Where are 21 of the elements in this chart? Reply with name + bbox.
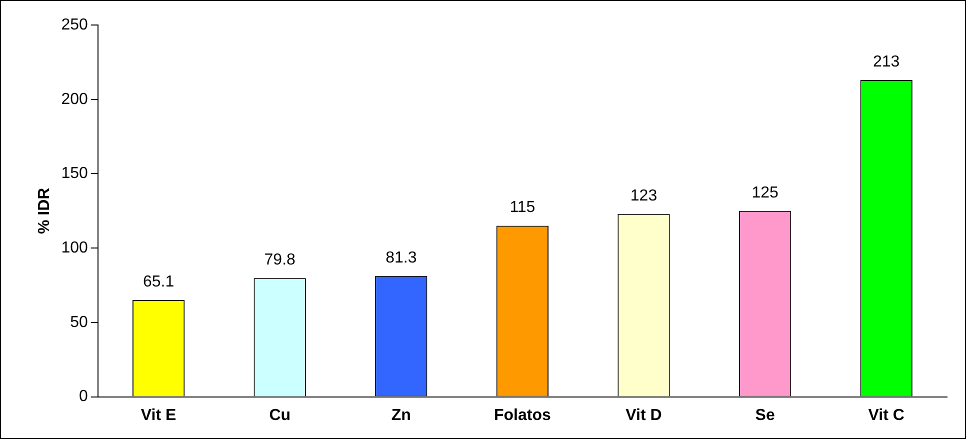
x-tick-label: Cu [269, 406, 291, 424]
x-tick-label: Zn [391, 406, 411, 424]
x-tick-label: Se [755, 406, 775, 424]
data-label: 115 [510, 199, 536, 216]
y-tick-label: 200 [61, 90, 88, 108]
y-tick-label: 0 [78, 388, 88, 406]
data-label: 125 [752, 184, 778, 202]
y-tick-label: 100 [61, 239, 88, 256]
y-tick-label: 150 [61, 165, 88, 182]
y-tick-label: 50 [70, 314, 88, 331]
x-tick-label: Vit C [868, 406, 905, 424]
data-label: 123 [630, 187, 658, 204]
x-tick-label: Folatos [494, 406, 551, 424]
data-label: 81.3 [386, 249, 417, 266]
data-label: 65.1 [142, 273, 174, 290]
data-label: 79.8 [264, 252, 296, 269]
x-tick-label: Vit E [140, 406, 177, 424]
data-label: 213 [873, 53, 900, 70]
y-tick-label: 250 [61, 16, 88, 34]
x-tick-label: Vit D [626, 406, 662, 424]
y-axis-title: % IDR [36, 187, 54, 234]
